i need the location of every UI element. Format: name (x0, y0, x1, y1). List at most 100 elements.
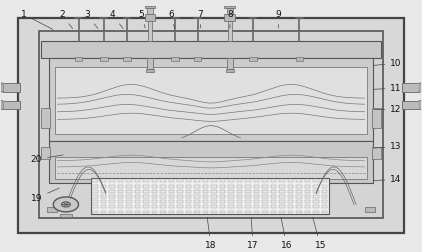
Bar (160, 190, 166, 193)
Bar (313, 205, 319, 208)
Bar (211, 211, 217, 213)
Bar (38, 31, 384, 218)
Bar (203, 185, 208, 187)
Bar (3, 83, 19, 92)
Bar (18, 18, 404, 233)
Polygon shape (0, 101, 3, 109)
Bar (186, 211, 191, 213)
Bar (203, 190, 208, 193)
Bar (186, 200, 191, 203)
Bar (220, 179, 225, 182)
Bar (186, 205, 191, 208)
Bar (228, 185, 234, 187)
Bar (220, 190, 225, 193)
Bar (313, 190, 319, 193)
Bar (92, 185, 98, 187)
Bar (279, 211, 284, 213)
Bar (135, 179, 141, 182)
Bar (160, 179, 166, 182)
Bar (118, 190, 123, 193)
Bar (254, 205, 259, 208)
Bar (135, 211, 141, 213)
Bar (211, 190, 217, 193)
Bar (279, 190, 284, 193)
Text: 6: 6 (168, 10, 175, 28)
Text: 20: 20 (31, 155, 63, 164)
Bar (169, 195, 174, 198)
Bar (305, 190, 310, 193)
Bar (49, 58, 373, 141)
Bar (211, 185, 217, 187)
Bar (169, 205, 174, 208)
Bar (171, 57, 179, 61)
Text: 14: 14 (373, 175, 402, 184)
Bar (177, 190, 183, 193)
Bar (372, 147, 381, 160)
Bar (177, 185, 183, 187)
Bar (118, 200, 123, 203)
Bar (143, 200, 149, 203)
Bar (169, 200, 174, 203)
Bar (91, 178, 329, 214)
Text: 19: 19 (31, 188, 59, 203)
Bar (194, 205, 200, 208)
Bar (228, 205, 234, 208)
Bar (237, 211, 242, 213)
Bar (160, 185, 166, 187)
Text: 4: 4 (109, 10, 123, 28)
Circle shape (62, 202, 70, 207)
Bar (279, 195, 284, 198)
Bar (262, 185, 268, 187)
Bar (177, 200, 183, 203)
Bar (228, 190, 234, 193)
Bar (249, 57, 257, 61)
Bar (262, 205, 268, 208)
Bar (305, 179, 310, 182)
Polygon shape (419, 83, 422, 92)
Bar (169, 185, 174, 187)
Bar (262, 211, 268, 213)
Bar (288, 190, 293, 193)
Bar (403, 83, 419, 92)
Bar (322, 211, 327, 213)
Bar (152, 179, 157, 182)
Bar (109, 200, 115, 203)
Bar (147, 58, 153, 70)
Bar (135, 195, 141, 198)
Bar (101, 179, 106, 182)
Bar (146, 69, 154, 72)
Bar (152, 190, 157, 193)
Bar (100, 57, 108, 61)
Bar (262, 179, 268, 182)
Bar (177, 195, 183, 198)
Bar (203, 205, 208, 208)
Bar (225, 7, 235, 9)
Bar (237, 190, 242, 193)
Bar (296, 185, 302, 187)
Polygon shape (419, 101, 422, 109)
Bar (228, 200, 234, 203)
Bar (126, 179, 132, 182)
Bar (126, 205, 132, 208)
Bar (186, 185, 191, 187)
Bar (92, 205, 98, 208)
Bar (186, 195, 191, 198)
Bar (220, 200, 225, 203)
Bar (237, 205, 242, 208)
Bar (365, 207, 375, 212)
Polygon shape (0, 83, 3, 92)
Bar (118, 179, 123, 182)
Bar (313, 195, 319, 198)
Bar (237, 179, 242, 182)
Bar (55, 67, 367, 134)
Bar (227, 8, 233, 14)
Bar (403, 101, 419, 109)
Bar (254, 179, 259, 182)
Bar (296, 195, 302, 198)
Bar (41, 147, 50, 160)
Bar (245, 200, 251, 203)
Text: 11: 11 (373, 84, 402, 93)
Bar (279, 185, 284, 187)
Circle shape (53, 197, 78, 212)
Bar (101, 195, 106, 198)
